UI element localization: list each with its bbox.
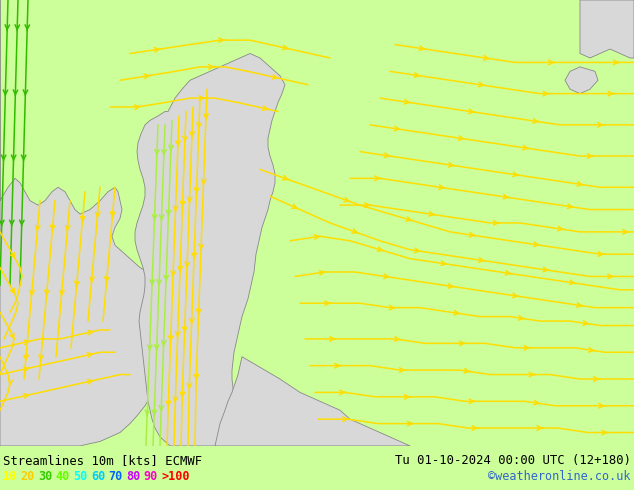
Text: 70: 70: [108, 470, 123, 483]
Text: 50: 50: [74, 470, 87, 483]
Text: >100: >100: [162, 470, 190, 483]
Text: 80: 80: [126, 470, 141, 483]
Text: 40: 40: [56, 470, 70, 483]
Text: 10: 10: [3, 470, 17, 483]
Text: 20: 20: [20, 470, 35, 483]
Text: Streamlines 10m [kts] ECMWF: Streamlines 10m [kts] ECMWF: [3, 454, 202, 467]
Text: ©weatheronline.co.uk: ©weatheronline.co.uk: [489, 470, 631, 483]
Text: 90: 90: [144, 470, 158, 483]
Text: Tu 01-10-2024 00:00 UTC (12+180): Tu 01-10-2024 00:00 UTC (12+180): [395, 454, 631, 467]
Text: 60: 60: [91, 470, 105, 483]
Text: 30: 30: [38, 470, 53, 483]
